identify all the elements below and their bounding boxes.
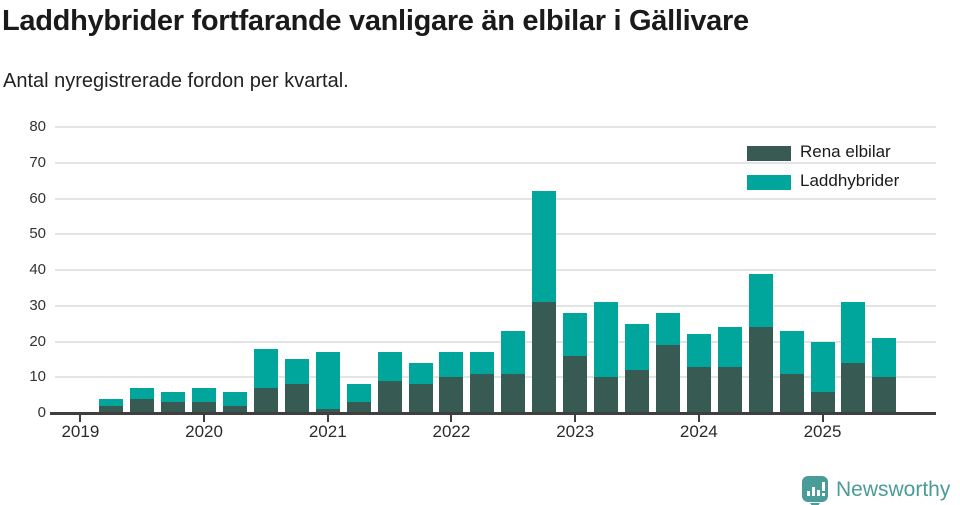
bar-laddhybrider: [779, 330, 804, 374]
y-axis-label: 70: [29, 153, 46, 171]
legend-swatch-rena-elbilar: [747, 146, 791, 161]
bar-rena-elbilar: [315, 409, 340, 413]
y-axis-label: 80: [29, 118, 46, 135]
legend-label-laddhybrider: Laddhybrider: [800, 170, 900, 190]
bar-laddhybrider: [222, 391, 247, 406]
bar-rena-elbilar: [161, 402, 186, 413]
x-axis-tick: [326, 414, 329, 422]
bar-rena-elbilar: [655, 345, 680, 413]
bar-laddhybrider: [686, 334, 711, 367]
chart-title: Laddhybrider fortfarande vanligare än el…: [2, 5, 749, 37]
bar-laddhybrider: [655, 312, 680, 346]
y-axis-label: 60: [29, 189, 46, 207]
bar-rena-elbilar: [501, 373, 526, 413]
bar-laddhybrider: [872, 337, 897, 378]
bar-rena-elbilar: [872, 377, 897, 413]
gridline-80: [55, 126, 936, 128]
bar-rena-elbilar: [99, 405, 124, 413]
bar-laddhybrider: [253, 348, 278, 388]
brand-name: Newsworthy: [836, 478, 951, 501]
bar-laddhybrider: [130, 387, 155, 399]
bar-laddhybrider: [841, 302, 866, 363]
bar-laddhybrider: [284, 359, 309, 385]
bar-laddhybrider: [408, 362, 433, 385]
bar-laddhybrider: [346, 384, 371, 403]
bar-laddhybrider: [377, 352, 402, 381]
bar-rena-elbilar: [532, 302, 557, 413]
bar-rena-elbilar: [408, 384, 433, 413]
bar-laddhybrider: [563, 312, 588, 356]
x-axis-tick: [450, 414, 453, 422]
bar-rena-elbilar: [841, 362, 866, 413]
y-axis-label: 50: [29, 225, 46, 243]
bar-laddhybrider: [501, 330, 526, 374]
x-axis-label: 2022: [432, 422, 471, 441]
gridline-60: [55, 197, 936, 200]
gridline-40: [55, 269, 936, 271]
speech-bubble-tail: [810, 503, 820, 505]
x-axis-label: 2025: [803, 422, 842, 441]
x-axis-label: 2019: [61, 422, 100, 441]
y-axis-label: 20: [29, 332, 46, 350]
bar-laddhybrider: [748, 273, 773, 328]
bar-laddhybrider: [315, 352, 340, 410]
bar-rena-elbilar: [284, 384, 309, 413]
gridline-20: [55, 340, 936, 343]
brand-footer: Newsworthy: [800, 474, 960, 505]
legend-label-rena-elbilar: Rena elbilar: [800, 142, 891, 161]
legend-swatch-laddhybrider: [747, 174, 791, 190]
x-axis-label: 2021: [308, 422, 347, 441]
y-axis-label: 10: [29, 368, 46, 386]
bar-chart-speech-bubble-icon: [802, 476, 828, 502]
bar-rena-elbilar: [222, 405, 247, 413]
gridline-70: [55, 161, 936, 164]
bar-rena-elbilar: [439, 377, 464, 413]
bar-rena-elbilar: [624, 370, 649, 413]
bar-rena-elbilar: [717, 366, 742, 413]
bar-rena-elbilar: [748, 327, 773, 413]
bar-laddhybrider: [594, 302, 619, 378]
bar-laddhybrider: [717, 327, 742, 367]
bar-rena-elbilar: [130, 398, 155, 413]
x-axis-label: 2023: [556, 422, 595, 441]
bar-rena-elbilar: [192, 402, 217, 413]
bar-laddhybrider: [439, 352, 464, 378]
gridline-50: [55, 233, 936, 236]
bar-rena-elbilar: [253, 387, 278, 413]
x-axis-tick: [203, 414, 206, 422]
bar-rena-elbilar: [810, 391, 835, 413]
bar-rena-elbilar: [594, 377, 619, 413]
y-axis-label: 30: [29, 296, 46, 314]
x-axis-tick: [79, 414, 82, 422]
bar-rena-elbilar: [563, 355, 588, 413]
bar-laddhybrider: [192, 387, 217, 403]
x-axis-label: 2020: [185, 422, 223, 441]
x-axis-line: [50, 411, 936, 415]
bar-rena-elbilar: [377, 380, 402, 413]
x-axis-tick: [697, 414, 700, 422]
x-axis-label: 2024: [679, 422, 718, 441]
bar-laddhybrider: [161, 391, 186, 403]
chart-subtitle: Antal nyregistrerade fordon per kvartal.: [3, 70, 349, 92]
y-axis-label: 40: [29, 261, 46, 278]
gridline-10: [55, 376, 936, 379]
bar-laddhybrider: [624, 323, 649, 371]
bar-rena-elbilar: [779, 373, 804, 413]
y-axis-label: 0: [37, 404, 46, 421]
bar-rena-elbilar: [346, 402, 371, 413]
bar-laddhybrider: [99, 398, 124, 406]
x-axis-tick: [574, 414, 577, 422]
bar-laddhybrider: [532, 191, 557, 303]
bar-laddhybrider: [810, 341, 835, 392]
bar-laddhybrider: [470, 352, 495, 374]
gridline-30: [55, 304, 936, 307]
bar-rena-elbilar: [470, 373, 495, 413]
bar-rena-elbilar: [686, 366, 711, 413]
x-axis-tick: [821, 414, 824, 422]
